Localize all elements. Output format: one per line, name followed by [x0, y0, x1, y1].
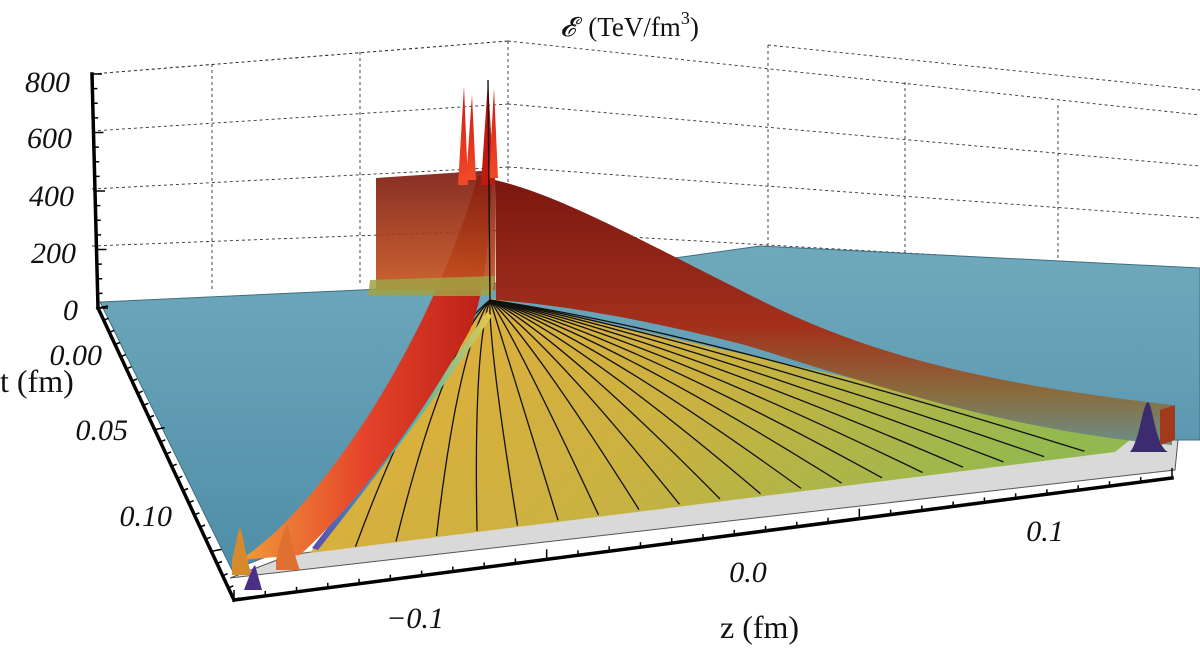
contour-line [489, 299, 640, 510]
axis-tick [216, 560, 223, 565]
energy-symbol: 𝓔 [560, 12, 583, 42]
contour-line [435, 299, 491, 537]
left-edge-bumps [232, 525, 300, 590]
z-tick-label: −0.1 [386, 602, 444, 635]
time-tick-label: 0.05 [76, 414, 129, 447]
time-tick-label: 0.00 [50, 339, 103, 372]
contour-line [489, 299, 1045, 458]
right-edge-bumps [1130, 402, 1175, 452]
contour-line [489, 299, 883, 479]
axis-tick [194, 512, 200, 516]
axis-tick [126, 366, 132, 370]
axis-tick [211, 548, 222, 553]
x-axis-title: z (fm) [720, 609, 799, 645]
energy-tick-label: 400 [29, 180, 74, 213]
contour-line [489, 299, 519, 526]
right-moving-ridge [495, 180, 1172, 445]
back-ridge-wall-base [368, 276, 495, 296]
z-tick-labels: −0.1 0.0 0.1 [386, 515, 1064, 635]
contour-line [489, 299, 923, 474]
axis-tick [148, 414, 155, 419]
energy-axis-title: 𝓔 (TeV/fm3) [560, 8, 699, 42]
axis-tick [97, 305, 109, 309]
axis-tick [233, 597, 240, 601]
energy-unit-close: ) [690, 12, 699, 42]
time-tick-label: 0.10 [120, 500, 173, 533]
back-ridge-wall [376, 170, 495, 290]
axis-tick [131, 378, 138, 382]
contour-line [489, 299, 842, 484]
axis-tick [177, 475, 183, 480]
axis-tick [182, 487, 189, 492]
contour-line [489, 299, 802, 489]
axis-tick [120, 353, 126, 358]
axis-tick [137, 390, 143, 394]
axis-tick [143, 402, 149, 407]
central-spikes [458, 79, 498, 301]
axis-tick [109, 329, 115, 334]
energy-tick-label: 200 [31, 237, 76, 270]
energy-unit-exponent: 3 [681, 8, 690, 28]
axis-tick [205, 536, 211, 540]
axis-tick [199, 524, 206, 528]
contour-line [489, 299, 600, 516]
axis-tick [228, 585, 234, 589]
interior-fan-surface [310, 298, 1130, 553]
contour-line [489, 299, 559, 521]
contour-line [489, 299, 761, 495]
axis-tick [114, 341, 121, 346]
axis-ticks [92, 73, 1173, 601]
contour-line [489, 299, 681, 505]
z-tick-label: 0.1 [1026, 515, 1064, 548]
contour-lines [354, 299, 1085, 547]
energy-tick-label: 800 [25, 66, 70, 99]
time-tick-labels: 0.00 0.05 0.10 [50, 339, 173, 533]
z-tick-label: 0.0 [729, 556, 767, 589]
contour-line [489, 299, 1004, 463]
axis-tick [154, 426, 165, 431]
energy-tick-labels: 800 600 400 200 0 [25, 66, 78, 327]
contour-line [489, 299, 721, 500]
axis-tick [171, 463, 177, 467]
energy-tick-label: 0 [63, 294, 78, 327]
axis-tick [165, 451, 172, 455]
axis-tick [103, 317, 109, 321]
contour-line [489, 299, 964, 468]
energy-unit: (TeV/fm [588, 12, 681, 42]
axis-tick [222, 572, 228, 577]
axis-tick [160, 439, 166, 443]
energy-tick-label: 600 [27, 122, 72, 155]
contour-line [489, 299, 1085, 452]
y-axis-title: t (fm) [0, 363, 74, 399]
axis-tick [188, 499, 194, 504]
